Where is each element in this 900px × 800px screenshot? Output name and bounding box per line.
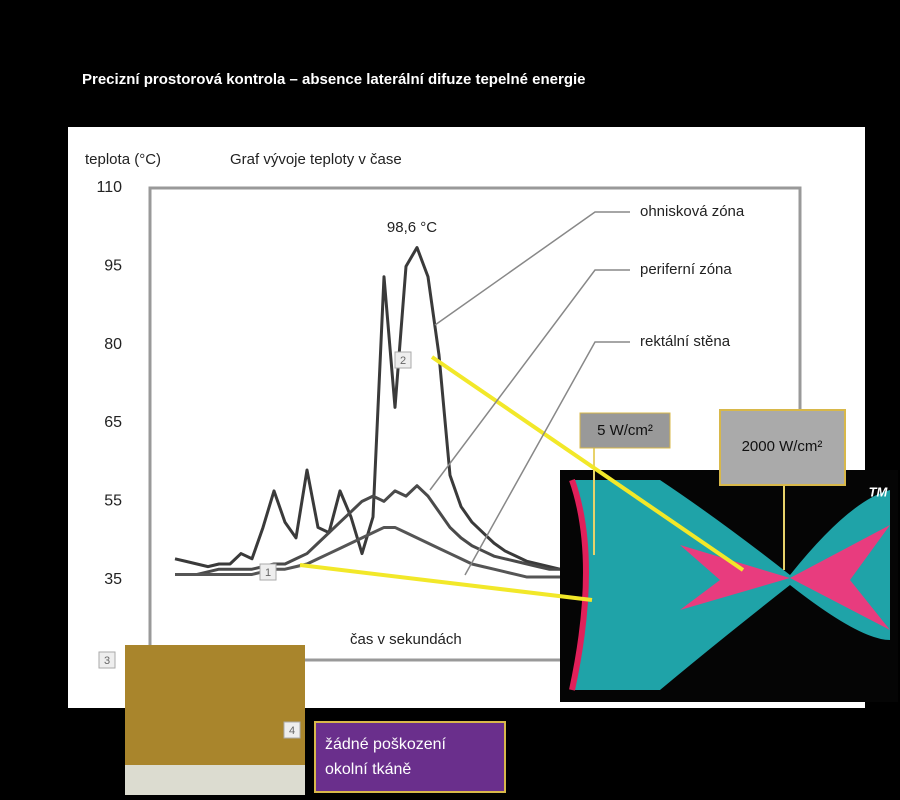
marker-box (283, 721, 301, 739)
arrow (299, 563, 593, 602)
marker-label: 4 (289, 725, 295, 737)
y-tick-label: 65 (104, 414, 122, 431)
marker-box (394, 351, 412, 369)
legend-label: rektální stěna (640, 333, 731, 350)
marker-label: 3 (104, 655, 110, 667)
y-tick-label: 55 (104, 493, 122, 510)
arrow (430, 355, 745, 572)
leader-line (464, 341, 630, 576)
focal-zone (680, 525, 890, 630)
ruler (125, 765, 305, 795)
callout-line: žádné poškození (325, 736, 447, 753)
callout-line: okolní tkáně (325, 761, 411, 778)
ultrasound-image: TM 5 W/cm² 2000 W/cm² (560, 409, 898, 702)
power-high: 2000 W/cm² (742, 438, 823, 455)
series-line (175, 525, 560, 579)
y-tick-label: 80 (104, 336, 122, 353)
label-box (579, 412, 671, 449)
peak-annotation: 98,6 °C (387, 219, 437, 236)
leader-line (429, 269, 630, 491)
leader-line (434, 211, 630, 326)
x-axis-label: čas v sekundách (350, 631, 462, 648)
callout-box (314, 721, 506, 793)
logo: TM (869, 484, 889, 499)
legend-label: ohnisková zóna (640, 203, 745, 220)
y-tick-label: 95 (104, 258, 122, 275)
marker-label: 1 (265, 567, 271, 579)
series-line (175, 484, 560, 576)
label-box (719, 409, 846, 486)
legend-label: periferní zóna (640, 261, 732, 278)
y-axis-label: teplota (°C) (85, 151, 161, 168)
arrows (299, 355, 745, 602)
chart-title: Graf vývoje teploty v čase (230, 151, 402, 168)
slide-title: Precizní prostorová kontrola – absence l… (82, 71, 586, 88)
marker-box (98, 651, 116, 669)
power-low: 5 W/cm² (597, 422, 653, 439)
y-tick-label: 110 (96, 179, 122, 196)
y-tick-label: 35 (104, 571, 122, 588)
marker-box (259, 563, 277, 581)
marker-label: 2 (400, 355, 406, 367)
edge (569, 479, 589, 691)
series-group (174, 246, 561, 579)
